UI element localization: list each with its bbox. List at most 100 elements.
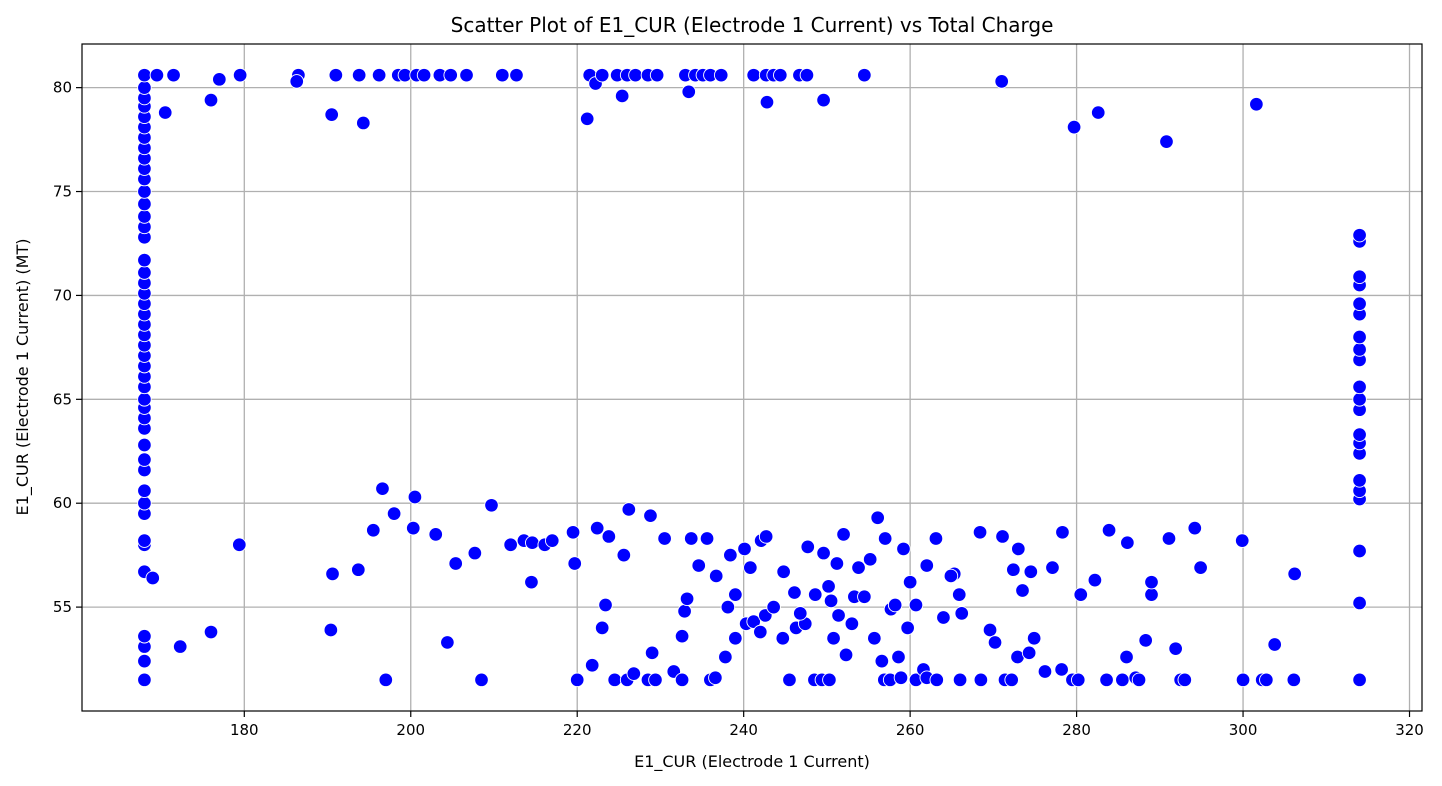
scatter-point bbox=[1045, 560, 1060, 575]
scatter-point bbox=[867, 631, 882, 646]
scatter-point bbox=[323, 622, 339, 638]
scatter-point bbox=[1267, 637, 1282, 652]
scatter-point bbox=[1115, 672, 1130, 688]
scatter-point bbox=[137, 252, 152, 268]
scatter-point bbox=[1144, 587, 1159, 602]
scatter-point bbox=[1101, 522, 1117, 538]
scatter-point bbox=[972, 525, 988, 540]
scatter-point bbox=[891, 649, 906, 665]
scatter-point bbox=[1286, 672, 1302, 688]
scatter-point bbox=[484, 498, 499, 513]
scatter-point bbox=[782, 672, 797, 688]
scatter-point bbox=[565, 525, 581, 540]
scatter-point bbox=[407, 489, 423, 505]
scatter-point bbox=[1352, 427, 1367, 442]
scatter-point bbox=[467, 545, 483, 561]
scatter-point bbox=[723, 547, 738, 563]
scatter-point bbox=[851, 560, 866, 575]
scatter-point bbox=[995, 529, 1010, 544]
scatter-point bbox=[1187, 520, 1203, 536]
scatter-point bbox=[137, 209, 152, 224]
scatter-point bbox=[649, 67, 665, 83]
scatter-point bbox=[857, 589, 872, 604]
scatter-point bbox=[987, 635, 1003, 650]
y-axis-label: E1_CUR (Electrode 1 Current) (MT) bbox=[13, 239, 33, 516]
scatter-point bbox=[137, 265, 152, 280]
scatter-point bbox=[137, 184, 152, 199]
scatter-point bbox=[137, 392, 152, 407]
scatter-point bbox=[1352, 392, 1367, 407]
y-tick-label: 55 bbox=[53, 598, 72, 616]
scatter-point bbox=[677, 604, 692, 619]
x-tick-label: 200 bbox=[396, 721, 425, 739]
scatter-point bbox=[1131, 672, 1147, 688]
scatter-point bbox=[212, 72, 227, 87]
scatter-point bbox=[525, 535, 540, 550]
x-tick-label: 240 bbox=[729, 721, 758, 739]
y-tick-label: 75 bbox=[53, 183, 72, 201]
y-axis: 55 60 65 70 75 80 bbox=[53, 79, 82, 616]
scatter-point bbox=[569, 672, 585, 688]
scatter-point bbox=[994, 74, 1009, 89]
scatter-point bbox=[428, 527, 443, 542]
scatter-point bbox=[874, 653, 890, 669]
scatter-point bbox=[137, 495, 152, 511]
scatter-point bbox=[137, 80, 152, 95]
scatter-point bbox=[708, 568, 724, 584]
scatter-point bbox=[674, 672, 690, 688]
scatter-point bbox=[375, 481, 390, 496]
scatter-point bbox=[737, 541, 752, 557]
scatter-point bbox=[831, 608, 846, 623]
scatter-point bbox=[137, 437, 152, 453]
scatter-point bbox=[821, 579, 836, 594]
scatter-point bbox=[448, 556, 463, 571]
plot-frame bbox=[81, 43, 1423, 712]
scatter-point bbox=[836, 527, 851, 542]
scatter-point bbox=[351, 67, 367, 83]
scatter-point bbox=[1090, 105, 1106, 120]
scatter-point bbox=[1352, 595, 1367, 611]
scatter-point bbox=[679, 591, 695, 607]
scatter-point bbox=[900, 620, 915, 636]
scatter-point bbox=[919, 558, 935, 573]
scatter-point bbox=[929, 672, 945, 688]
scatter-point bbox=[137, 628, 152, 644]
scatter-point bbox=[800, 539, 816, 555]
scatter-point bbox=[759, 94, 775, 110]
y-tick-label: 65 bbox=[53, 390, 72, 408]
chart-title: Scatter Plot of E1_CUR (Electrode 1 Curr… bbox=[451, 13, 1054, 37]
scatter-point bbox=[691, 558, 706, 573]
scatter-point bbox=[601, 529, 617, 544]
scatter-point bbox=[902, 574, 918, 590]
scatter-point bbox=[928, 531, 944, 546]
scatter-point bbox=[713, 67, 729, 83]
scatter-point bbox=[1352, 473, 1367, 488]
scatter-point bbox=[137, 67, 152, 83]
scatter-point bbox=[793, 606, 808, 621]
scatter-point bbox=[1055, 525, 1070, 540]
scatter-point bbox=[459, 67, 474, 83]
y-tick-label: 80 bbox=[53, 79, 72, 97]
scatter-point bbox=[1352, 543, 1367, 559]
scatter-point bbox=[844, 616, 860, 631]
scatter-point bbox=[728, 587, 743, 602]
scatter-point bbox=[1159, 134, 1174, 149]
scatter-point bbox=[728, 631, 743, 646]
scatter-point bbox=[289, 74, 304, 89]
y-tick-label: 70 bbox=[53, 286, 72, 304]
scatter-point bbox=[137, 653, 152, 669]
scatter-point bbox=[674, 628, 690, 644]
scatter-point bbox=[616, 547, 632, 563]
scatter-point bbox=[594, 67, 610, 83]
y-tick-label: 60 bbox=[53, 494, 72, 512]
x-tick-label: 300 bbox=[1229, 721, 1258, 739]
scatter-point bbox=[621, 502, 637, 517]
x-axis: 180 200 220 240 260 280 300 320 bbox=[230, 711, 1424, 739]
scatter-point bbox=[1193, 560, 1208, 575]
scatter-point bbox=[766, 599, 781, 615]
scatter-point bbox=[1087, 572, 1103, 588]
scatter-point bbox=[1259, 672, 1274, 688]
scatter-point bbox=[1071, 672, 1086, 688]
